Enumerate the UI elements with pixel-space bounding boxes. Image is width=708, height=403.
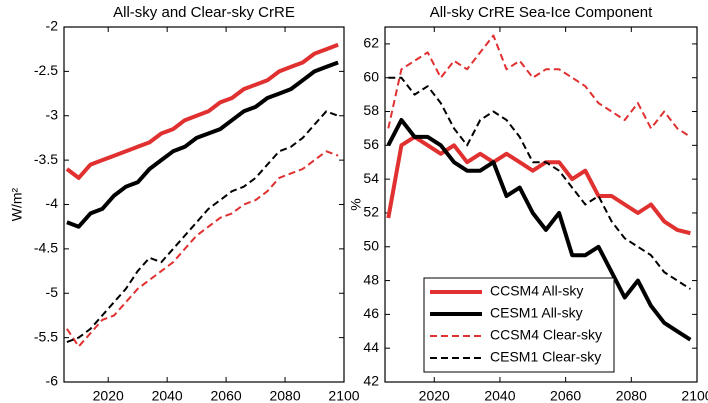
x-tick-label: 2060 [550, 388, 581, 403]
plot-frame [384, 26, 698, 383]
plot-area: 42 44 46 48 50 52 54 56 58 60 62 2020 2040 2060 2080 21… [348, 4, 708, 403]
x-tick-label: 2100 [328, 388, 359, 403]
y-tick-label: 52 [363, 204, 379, 220]
series-line [65, 42, 339, 180]
series-line [386, 134, 691, 236]
x-tick-label: 2040 [152, 388, 183, 403]
series-line [66, 150, 339, 348]
y-tick-label: 48 [363, 271, 379, 287]
legend-label: CESM1 Clear-sky [490, 349, 601, 365]
y-tick-label: 62 [363, 35, 379, 51]
legend: CCSM4 All-sky CESM1 All-sky CCSM4 Clear-sk… [423, 277, 615, 373]
y-tick-label: 42 [363, 373, 379, 389]
series-line [386, 118, 692, 342]
y-tick-label: 50 [363, 237, 379, 253]
y-tick-label: 46 [363, 305, 379, 321]
y-tick-label: -6 [46, 373, 59, 389]
y-tick-label: -3 [46, 106, 59, 122]
y-tick-label: 44 [363, 339, 379, 355]
y-tick-label: -3.5 [34, 151, 58, 167]
chart-title: All-sky CrRE Sea-Ice Component [430, 4, 653, 21]
x-tick-label: 2100 [681, 388, 708, 403]
y-tick-label: 58 [363, 102, 379, 118]
legend-label: CCSM4 Clear-sky [490, 327, 602, 343]
y-tick-label: -4.5 [34, 240, 58, 256]
y-tick-label: 54 [363, 170, 379, 186]
y-tick-label: -2.5 [34, 62, 58, 78]
plot-frame [63, 26, 345, 383]
y-tick-label: -2 [46, 18, 59, 34]
x-tick-label: 2020 [419, 388, 450, 403]
y-axis-label: W/m² [9, 187, 25, 221]
series-line [387, 34, 691, 138]
y-tick-label: -5 [46, 284, 59, 300]
y-axis-label: % [348, 198, 364, 210]
x-tick-label: 2080 [616, 388, 647, 403]
y-tick-label: -4 [46, 195, 59, 211]
legend-label: CESM1 All-sky [490, 305, 583, 321]
x-tick-label: 2080 [269, 388, 300, 403]
x-tick-label: 2020 [93, 388, 124, 403]
y-tick-label: 60 [363, 68, 379, 84]
series-line [66, 60, 339, 229]
x-tick-label: 2040 [484, 388, 515, 403]
legend-label: CCSM4 All-sky [490, 283, 583, 299]
series-line [66, 110, 339, 344]
chart-title: All-sky and Clear-sky CrRE [113, 4, 295, 21]
plot-area: -6 -5.5 -5 -4.5 -4 -3.5 -3 -2.5 -2 2020 2040 2060 20… [9, 4, 360, 403]
y-tick-label: 56 [363, 136, 379, 152]
y-tick-label: -5.5 [34, 328, 58, 344]
series-line [388, 76, 691, 290]
x-tick-label: 2060 [211, 388, 242, 403]
